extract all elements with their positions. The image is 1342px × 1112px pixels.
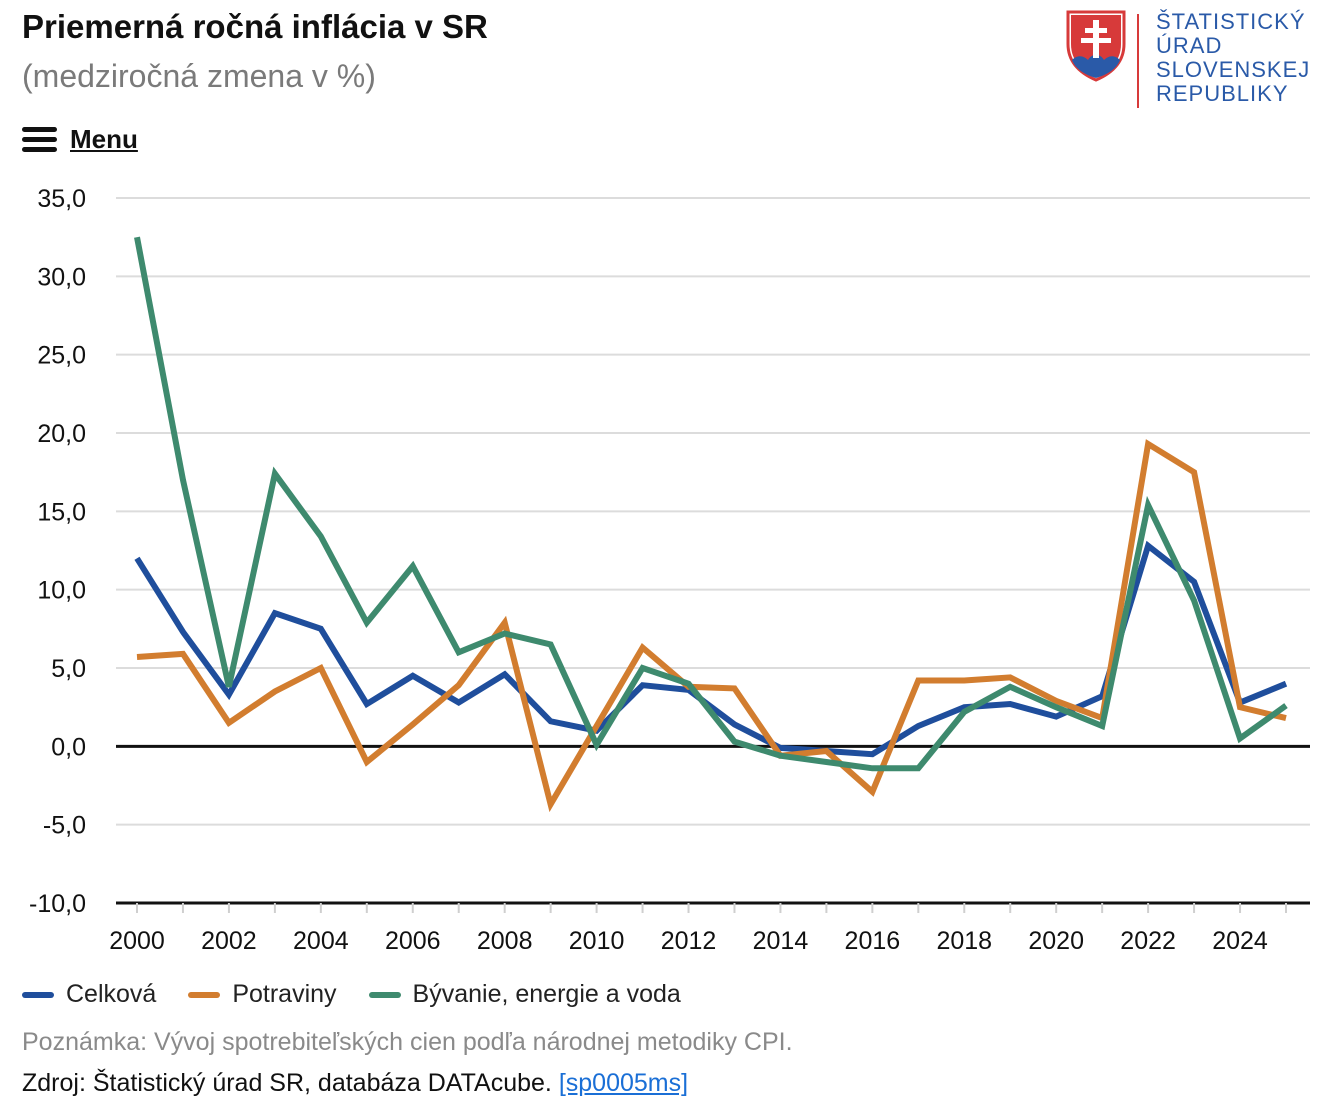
logo-line: ÚRAD xyxy=(1156,33,1223,58)
x-tick-label: 2018 xyxy=(936,927,992,955)
logo-wordmark: ŠTATISTICKÝ ÚRAD SLOVENSKEJ REPUBLIKY xyxy=(1156,10,1310,106)
y-tick-label: 30,0 xyxy=(37,263,86,291)
y-tick-label: 0,0 xyxy=(51,733,86,761)
logo-line: ŠTATISTICKÝ xyxy=(1156,9,1306,34)
chart-subtitle: (medziročná zmena v %) xyxy=(22,58,376,94)
susr-logo[interactable]: ŠTATISTICKÝ ÚRAD SLOVENSKEJ REPUBLIKY xyxy=(1066,10,1316,110)
series-line-0[interactable] xyxy=(134,540,1288,758)
x-tick-label: 2020 xyxy=(1028,927,1084,955)
legend-item-potraviny[interactable]: Potraviny xyxy=(188,980,337,1009)
x-tick-label: 2012 xyxy=(661,927,717,955)
chart-legend: Celková Potraviny Bývanie, energie a vod… xyxy=(22,980,713,1009)
line-chart: 35,0 30,0 25,0 20,0 15,0 10,0 5,0 0,0 -5,0 -10,0 2… xyxy=(29,185,1310,955)
legend-swatch xyxy=(188,991,221,998)
y-tick-label: -10,0 xyxy=(29,890,86,918)
y-tick-label: 15,0 xyxy=(37,498,86,526)
x-tick-label: 2010 xyxy=(569,927,625,955)
y-tick-label: 25,0 xyxy=(37,342,86,370)
y-tick-label: 20,0 xyxy=(37,420,86,448)
legend-item-celkova[interactable]: Celková xyxy=(22,980,156,1009)
x-tick-label: 2006 xyxy=(385,927,441,955)
series-line-2[interactable] xyxy=(134,236,1288,772)
legend-label: Bývanie, energie a voda xyxy=(412,980,681,1008)
hamburger-icon[interactable] xyxy=(22,125,58,153)
x-tick-label: 2016 xyxy=(845,927,901,955)
slovak-coat-of-arms-icon xyxy=(1066,10,1126,82)
logo-line: SLOVENSKEJ xyxy=(1156,57,1311,82)
x-tick-label: 2008 xyxy=(477,927,533,955)
grid-layer xyxy=(116,197,1310,905)
x-tick-label: 2024 xyxy=(1212,927,1268,955)
x-tick-label: 2014 xyxy=(753,927,809,955)
x-tick-label: 2004 xyxy=(293,927,349,955)
legend-item-byvanie[interactable]: Bývanie, energie a voda xyxy=(368,980,681,1009)
menu-label[interactable]: Menu xyxy=(70,123,138,154)
source-link[interactable]: [sp0005ms] xyxy=(558,1069,689,1097)
legend-label: Potraviny xyxy=(232,980,337,1008)
y-tick-label: 35,0 xyxy=(37,185,86,213)
menu-button[interactable]: Menu xyxy=(22,124,138,154)
x-tick-label: 2000 xyxy=(109,927,165,955)
legend-swatch xyxy=(368,991,401,998)
axis-layer: 35,0 30,0 25,0 20,0 15,0 10,0 5,0 0,0 -5,0 -10,0 2… xyxy=(29,185,1287,955)
chart-note: Poznámka: Vývoj spotrebiteľských cien po… xyxy=(22,1028,793,1056)
logo-line: REPUBLIKY xyxy=(1156,81,1289,106)
logo-divider xyxy=(1137,14,1139,108)
legend-swatch xyxy=(22,991,54,998)
y-tick-label: 10,0 xyxy=(37,577,86,605)
series-line-1[interactable] xyxy=(136,439,1287,813)
x-tick-label: 2002 xyxy=(201,927,257,955)
chart-source: Zdroj: Štatistický úrad SR, databáza DAT… xyxy=(22,1069,688,1098)
source-text: Zdroj: Štatistický úrad SR, databáza DAT… xyxy=(22,1069,552,1097)
legend-label: Celková xyxy=(66,980,157,1008)
x-tick-label: 2022 xyxy=(1120,927,1176,955)
y-tick-label: -5,0 xyxy=(43,812,86,840)
y-tick-label: 5,0 xyxy=(51,655,86,683)
series-layer xyxy=(134,236,1288,813)
chart-title: Priemerná ročná inflácia v SR xyxy=(22,8,488,45)
